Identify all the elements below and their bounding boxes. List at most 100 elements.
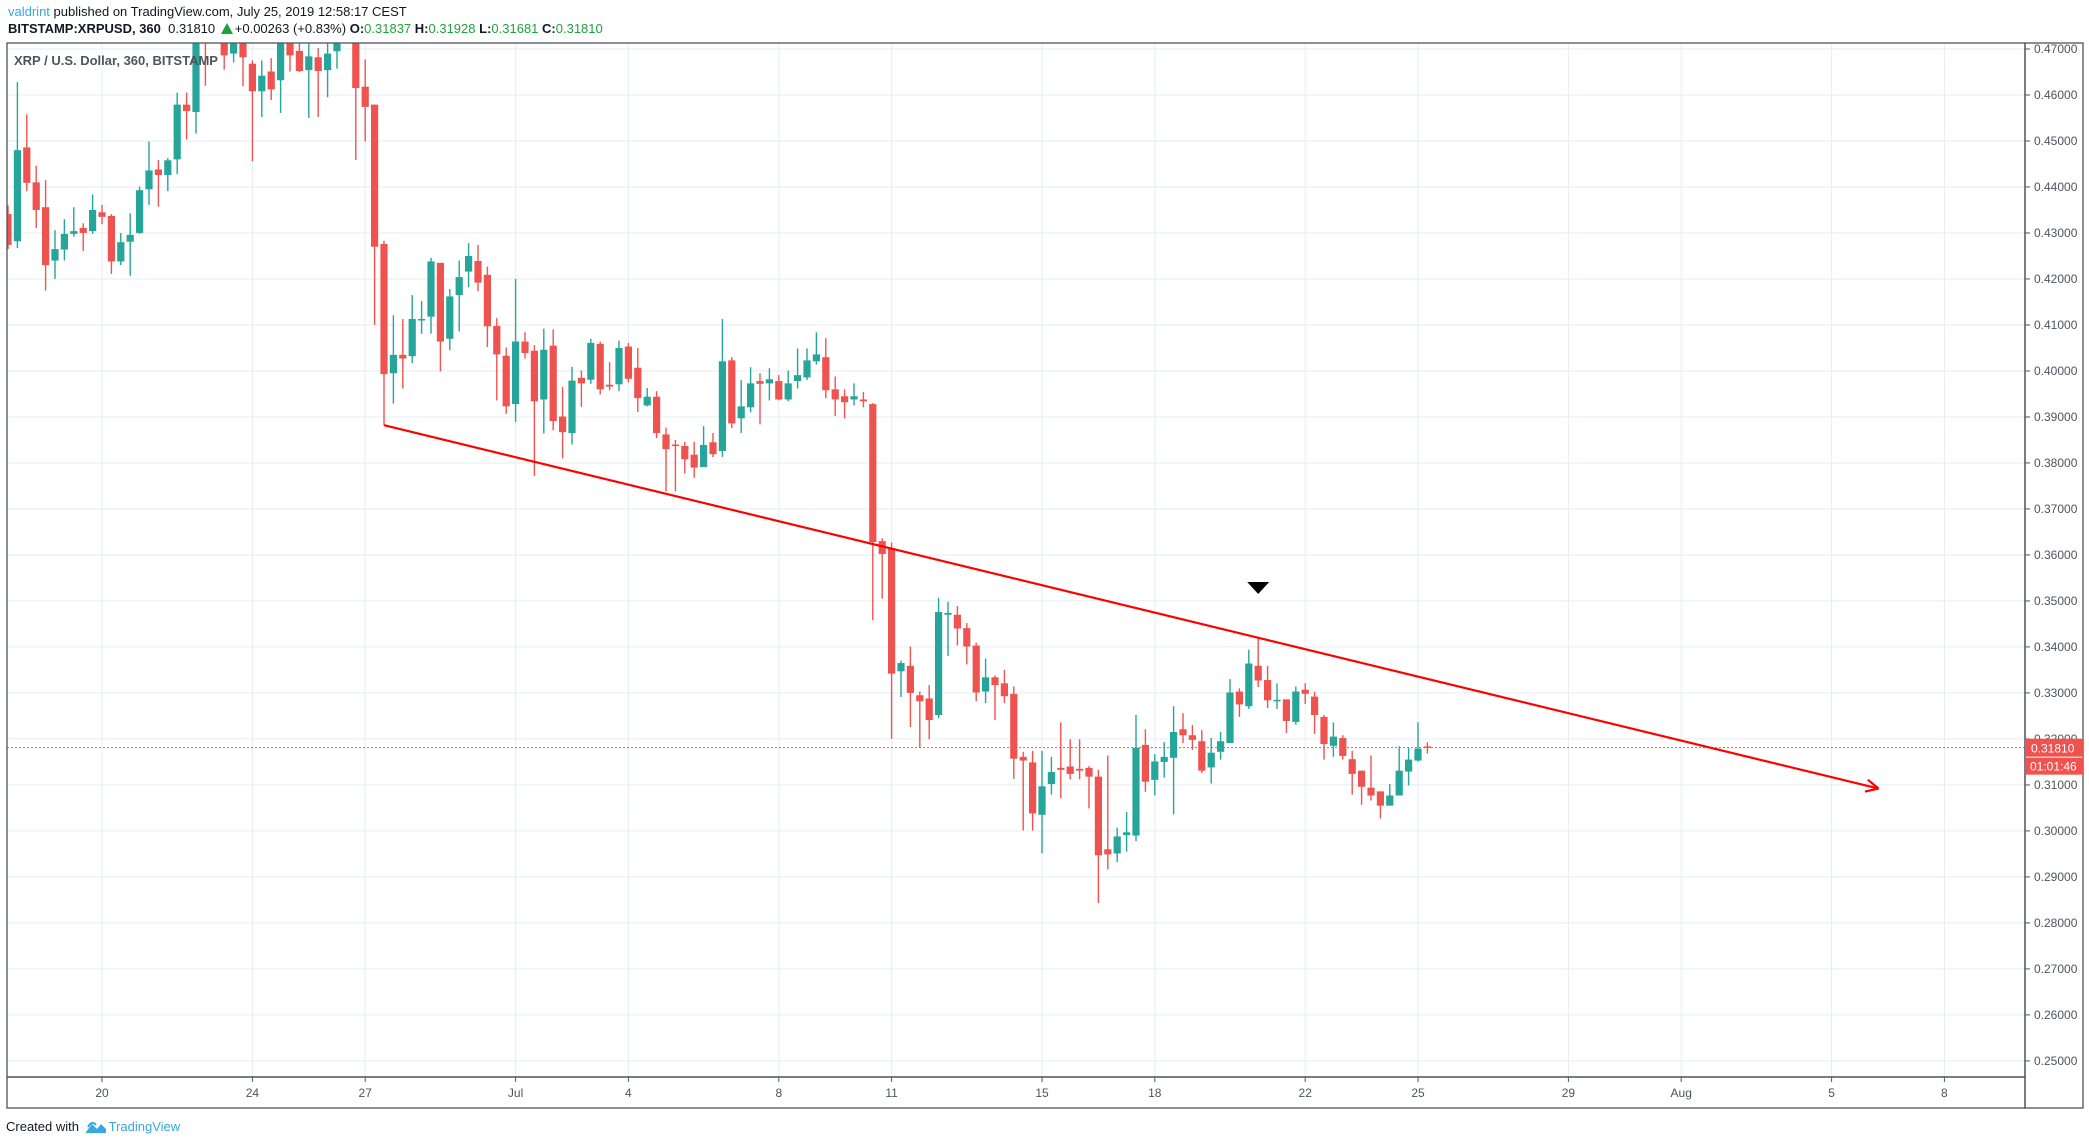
- publisher-link[interactable]: valdrint: [8, 4, 50, 19]
- candle-down: [888, 542, 896, 739]
- high-label: H:: [414, 21, 429, 36]
- candle-down: [953, 605, 961, 646]
- candle-down: [32, 165, 40, 228]
- candle-down: [286, 43, 294, 72]
- candle-body: [1329, 736, 1337, 746]
- candle-down: [916, 691, 924, 748]
- candle-body: [1386, 795, 1394, 806]
- candle-body: [1292, 691, 1300, 722]
- candle-down: [662, 427, 670, 492]
- candle-body: [991, 677, 999, 686]
- candle-down: [841, 389, 849, 419]
- candle-up: [117, 232, 125, 266]
- candle-body: [1047, 772, 1055, 785]
- candle-body: [1188, 735, 1196, 740]
- candle-body: [192, 43, 200, 112]
- candle-body: [1094, 776, 1102, 856]
- candle-body: [1057, 767, 1065, 770]
- candle-body: [220, 43, 228, 56]
- candle-body: [615, 347, 623, 385]
- candle-up: [173, 92, 181, 175]
- price-tick-label: 0.31000: [2034, 778, 2078, 792]
- candle-body: [643, 396, 651, 406]
- candle-up: [1038, 750, 1046, 854]
- candle-up: [812, 332, 820, 365]
- candle-body: [1151, 761, 1159, 780]
- current-price-tag: [2025, 738, 2083, 757]
- candle-body: [502, 355, 510, 407]
- price-tick-label: 0.29000: [2034, 870, 2078, 884]
- time-axis[interactable]: [6, 1076, 2026, 1109]
- candle-down: [756, 373, 764, 425]
- candle-down: [1282, 699, 1290, 733]
- symbol-info-bar: BITSTAMP:XRPUSD, 360 0.31810 +0.00263 (+…: [8, 21, 603, 36]
- candle-body: [42, 207, 50, 266]
- candle-body: [1000, 683, 1008, 697]
- candle-up: [587, 338, 595, 384]
- candle-body: [32, 182, 40, 210]
- candle-body: [747, 383, 755, 408]
- price-tick-label: 0.47000: [2034, 42, 2078, 56]
- candle-down: [1179, 713, 1187, 744]
- candle-body: [343, 31, 350, 40]
- time-tick-label: 15: [1035, 1086, 1049, 1100]
- price-tick-label: 0.36000: [2034, 548, 2078, 562]
- candle-body: [831, 389, 839, 400]
- candle-down: [1085, 766, 1093, 809]
- created-with-text: Created with: [6, 1119, 79, 1134]
- candle-up: [465, 243, 473, 288]
- candle-body: [869, 404, 877, 543]
- candle-body: [1235, 691, 1243, 705]
- candle-up: [897, 660, 905, 698]
- candles: [7, 31, 1431, 904]
- candle-body: [145, 170, 153, 190]
- candle-down: [267, 58, 275, 101]
- candle-down: [1376, 791, 1384, 819]
- trendline: [383, 424, 1879, 790]
- candle-down: [925, 685, 933, 740]
- candle-down: [107, 214, 115, 274]
- price-tick-label: 0.38000: [2034, 456, 2078, 470]
- candle-body: [1217, 741, 1225, 752]
- candle-body: [841, 396, 849, 403]
- last-price: 0.31810: [168, 21, 216, 36]
- candle-down: [859, 392, 867, 408]
- tradingview-link[interactable]: TradingView: [108, 1119, 181, 1134]
- candle-body: [23, 147, 31, 183]
- countdown-tag: [2025, 757, 2083, 775]
- candle-up: [408, 295, 416, 364]
- candle-down: [709, 433, 717, 457]
- candle-body: [1019, 756, 1027, 761]
- candle-body: [493, 325, 501, 355]
- price-tick-label: 0.27000: [2034, 962, 2078, 976]
- candle-body: [1376, 791, 1384, 806]
- candle-body: [530, 350, 538, 402]
- candle-body: [1010, 693, 1018, 759]
- candle-up: [145, 141, 153, 205]
- candle-down: [878, 538, 886, 599]
- candle-body: [653, 396, 661, 434]
- time-tick-label: 20: [95, 1086, 109, 1100]
- candle-body: [512, 341, 520, 405]
- candle-body: [455, 277, 463, 296]
- candle-down: [972, 642, 980, 702]
- candle-body: [972, 645, 980, 693]
- candle-body: [756, 381, 764, 384]
- candle-down: [606, 362, 614, 391]
- grid: [7, 43, 2025, 1077]
- time-tick-label: 18: [1148, 1086, 1162, 1100]
- candle-down: [530, 345, 538, 476]
- published-text: published on TradingView.com, July 25, 2…: [53, 4, 407, 19]
- price-axis-labels: 0.47000 0.46000 0.45000 0.44000 0.43000 0.420…: [2025, 42, 2078, 1068]
- price-axis[interactable]: [2024, 42, 2084, 1109]
- candle-body: [1198, 741, 1206, 771]
- candle-down: [624, 342, 632, 383]
- candle-body: [709, 442, 717, 455]
- low-value: 0.31681: [491, 21, 539, 36]
- candle-body: [906, 665, 914, 693]
- candle-body: [1038, 786, 1046, 815]
- candle-body: [436, 262, 444, 342]
- candle-down: [352, 43, 360, 160]
- candle-body: [258, 75, 266, 92]
